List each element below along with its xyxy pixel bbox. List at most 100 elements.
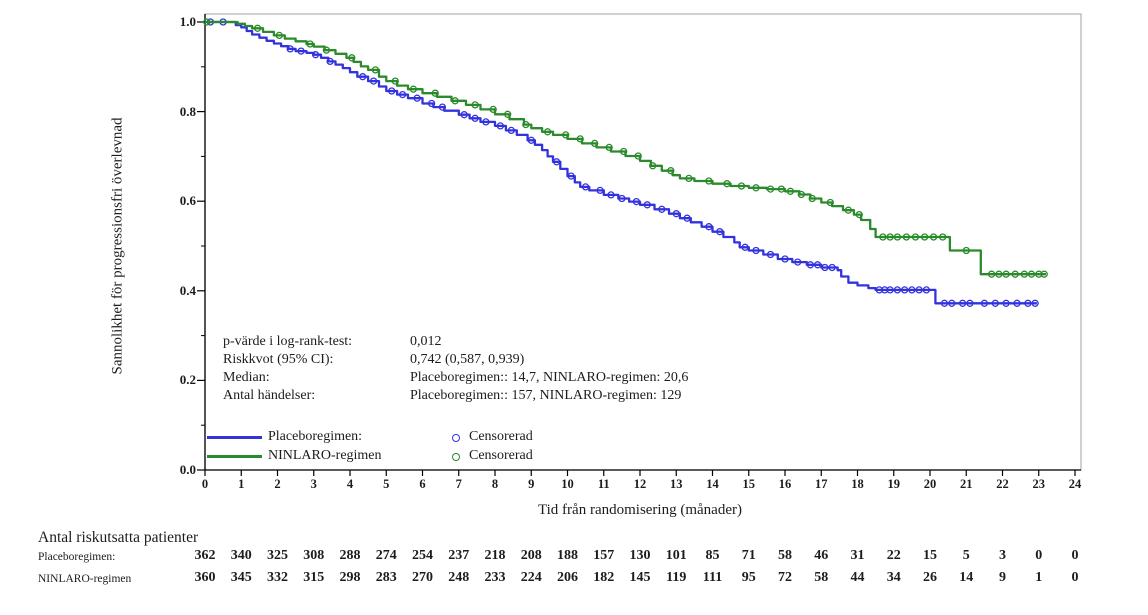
stat-value: 0,742 (0,587, 0,939): [410, 352, 525, 367]
x-tick-label: 8: [491, 477, 499, 491]
legend-label-ninlaro: NINLARO-regimen: [268, 448, 382, 463]
censor-marker: [620, 147, 628, 156]
stat-label: Riskkvot (95% CI):: [223, 352, 334, 367]
censor-marker: [958, 299, 967, 307]
censor-marker: [562, 131, 570, 139]
censor-marker: [275, 31, 283, 40]
censor-marker: [409, 85, 418, 93]
x-tick-label: 21: [960, 477, 973, 491]
censor-marker: [504, 110, 512, 118]
risk-count: 71: [741, 548, 756, 563]
censor-marker: [306, 40, 314, 48]
censor-marker: [1031, 299, 1039, 307]
censor-marker: [522, 120, 530, 129]
censor-marker: [438, 103, 447, 111]
censor-marker: [591, 139, 599, 148]
ninlaro-curve: [205, 20, 1046, 276]
risk-count: 332: [267, 570, 288, 585]
risk-count: 0: [1035, 548, 1043, 563]
risk-count: 360: [194, 570, 216, 585]
censor-marker: [940, 299, 949, 307]
censor-marker: [1040, 270, 1048, 278]
censor-marker: [962, 246, 970, 255]
censor-marker: [672, 210, 680, 218]
risk-count: 208: [520, 548, 542, 563]
risk-count: 9: [999, 570, 1006, 585]
censor-marker: [777, 185, 786, 193]
risk-count: 308: [303, 548, 325, 563]
censor-marker: [527, 136, 535, 144]
stat-events: Antal händelser: Placeboregimen:: 157, NI…: [223, 388, 681, 404]
stat-label: p-värde i log-rank-test:: [223, 334, 353, 349]
censor-marker: [902, 233, 911, 241]
risk-count: 26: [923, 570, 937, 585]
censor-marker: [844, 206, 853, 214]
x-tick-label: 23: [1032, 477, 1046, 491]
censor-marker: [786, 187, 795, 195]
risk-count: 182: [593, 570, 615, 585]
risk-count: 44: [850, 570, 865, 585]
censor-marker: [813, 261, 822, 269]
censor-marker: [581, 183, 590, 191]
risk-count: 14: [959, 570, 974, 585]
risk-count: 46: [814, 548, 829, 563]
risk-count: 101: [665, 548, 687, 563]
censor-marker: [828, 263, 836, 272]
censor-marker: [1024, 299, 1032, 307]
x-tick-label: 20: [923, 477, 937, 491]
x-tick-label: 7: [455, 477, 462, 491]
y-tick-label: 0.2: [179, 372, 196, 388]
y-tick-label: 0.8: [179, 103, 196, 119]
censor-marker: [886, 286, 894, 294]
risk-count: 0: [1071, 548, 1079, 563]
risk-count: 34: [886, 570, 901, 585]
censor-marker: [966, 299, 974, 307]
censor-marker: [1002, 299, 1010, 307]
censor-marker: [359, 73, 367, 81]
censor-marker: [482, 118, 490, 126]
censor-marker: [685, 174, 693, 183]
risk-table-title: Antal riskutsatta patienter: [38, 529, 199, 546]
censor-marker: [618, 194, 626, 203]
censor-marker: [826, 198, 834, 207]
censor-marker: [939, 233, 947, 241]
censored-marker-ninlaro-icon: [452, 453, 460, 461]
x-tick-label: 16: [778, 477, 792, 491]
stat-pvalue: p-värde i log-rank-test: 0,012: [223, 334, 442, 350]
stat-value: Placeboregimen:: 14,7, NINLARO-regimen: …: [410, 370, 689, 385]
risk-count: 237: [448, 548, 470, 563]
censor-marker: [605, 143, 613, 152]
risk-count: 325: [267, 548, 288, 563]
censor-marker: [911, 233, 920, 241]
risk-count: 72: [778, 570, 792, 585]
censor-marker: [752, 184, 760, 192]
risk-count: 283: [375, 570, 397, 585]
risk-count: 3: [999, 548, 1006, 563]
censor-marker: [427, 99, 436, 108]
risk-count: 218: [484, 548, 506, 563]
x-tick-label: 6: [419, 477, 426, 491]
censor-marker: [471, 101, 479, 109]
legend-label-censored-ninlaro: Censorerad: [469, 448, 533, 463]
censor-marker: [371, 66, 380, 74]
censored-marker-placebo-icon: [452, 434, 460, 442]
censor-marker: [667, 167, 675, 175]
y-tick-label: 0.6: [179, 193, 196, 209]
censor-marker: [297, 47, 305, 55]
y-tick-label: 1.0: [179, 14, 196, 29]
censor-marker: [893, 233, 902, 241]
censor-marker: [705, 177, 713, 185]
censor-marker: [460, 111, 468, 119]
censor-marker: [348, 54, 356, 62]
stat-value: 0,012: [410, 334, 442, 349]
censor-marker: [431, 89, 439, 97]
x-tick-label: 3: [310, 477, 317, 491]
censor-marker: [716, 228, 724, 236]
risk-count: 157: [593, 548, 615, 563]
x-tick-label: 12: [633, 477, 647, 491]
risk-count: 298: [339, 570, 361, 585]
censor-marker: [391, 77, 399, 85]
censor-marker: [683, 214, 691, 222]
censor-marker: [576, 135, 584, 143]
censor-marker: [451, 97, 459, 105]
